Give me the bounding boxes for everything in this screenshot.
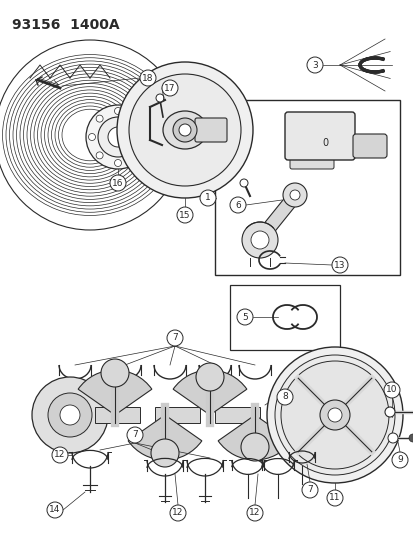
- Text: 10: 10: [385, 385, 397, 394]
- Circle shape: [166, 330, 183, 346]
- Circle shape: [319, 400, 349, 430]
- Text: 12: 12: [172, 508, 183, 518]
- Circle shape: [274, 355, 394, 475]
- Circle shape: [236, 309, 252, 325]
- Circle shape: [117, 62, 252, 198]
- Circle shape: [156, 94, 164, 102]
- Text: 13: 13: [333, 261, 345, 270]
- Circle shape: [230, 197, 245, 213]
- Circle shape: [250, 231, 268, 249]
- Circle shape: [60, 405, 80, 425]
- Circle shape: [178, 124, 190, 136]
- Text: 18: 18: [142, 74, 153, 83]
- FancyBboxPatch shape: [195, 118, 226, 142]
- Circle shape: [276, 389, 292, 405]
- Circle shape: [108, 127, 128, 147]
- Circle shape: [96, 152, 103, 159]
- Wedge shape: [78, 370, 152, 415]
- Bar: [214, 407, 259, 423]
- Circle shape: [383, 382, 399, 398]
- Wedge shape: [218, 415, 291, 460]
- Circle shape: [114, 159, 121, 166]
- Circle shape: [133, 152, 140, 159]
- Circle shape: [266, 347, 402, 483]
- Circle shape: [52, 447, 68, 463]
- Text: 6: 6: [235, 200, 240, 209]
- Circle shape: [327, 408, 341, 422]
- Circle shape: [47, 502, 63, 518]
- Circle shape: [173, 118, 197, 142]
- Text: 12: 12: [249, 508, 260, 518]
- Wedge shape: [173, 370, 246, 415]
- Circle shape: [391, 452, 407, 468]
- Circle shape: [240, 433, 268, 461]
- Text: 7: 7: [132, 431, 138, 440]
- Text: 1: 1: [204, 193, 210, 203]
- Circle shape: [282, 183, 306, 207]
- Circle shape: [195, 363, 223, 391]
- Circle shape: [240, 179, 247, 187]
- Circle shape: [280, 361, 388, 469]
- Text: 15: 15: [179, 211, 190, 220]
- FancyBboxPatch shape: [284, 112, 354, 160]
- Circle shape: [110, 175, 126, 191]
- Text: 0: 0: [321, 138, 327, 148]
- Ellipse shape: [163, 111, 206, 149]
- Circle shape: [301, 482, 317, 498]
- Text: 7: 7: [306, 486, 312, 495]
- Circle shape: [127, 427, 142, 443]
- Circle shape: [177, 207, 192, 223]
- Circle shape: [199, 190, 216, 206]
- Circle shape: [161, 80, 178, 96]
- Text: 93156  1400A: 93156 1400A: [12, 18, 119, 32]
- Circle shape: [151, 439, 178, 467]
- Circle shape: [326, 490, 342, 506]
- Text: 5: 5: [242, 312, 247, 321]
- FancyBboxPatch shape: [352, 134, 386, 158]
- Circle shape: [242, 222, 277, 258]
- Text: 3: 3: [311, 61, 317, 69]
- Circle shape: [331, 257, 347, 273]
- Circle shape: [114, 108, 121, 115]
- Bar: [214, 100, 399, 275]
- Circle shape: [129, 74, 240, 186]
- Circle shape: [32, 377, 108, 453]
- Text: 12: 12: [54, 450, 66, 459]
- Text: 7: 7: [172, 334, 178, 343]
- Circle shape: [384, 407, 394, 417]
- Bar: [95, 407, 140, 423]
- Polygon shape: [254, 195, 300, 240]
- Bar: [154, 407, 199, 423]
- Text: 8: 8: [281, 392, 287, 401]
- FancyBboxPatch shape: [267, 405, 316, 425]
- Text: 11: 11: [328, 494, 340, 503]
- Wedge shape: [128, 415, 202, 460]
- Circle shape: [306, 57, 322, 73]
- Text: 9: 9: [396, 456, 402, 464]
- Circle shape: [247, 505, 262, 521]
- Circle shape: [48, 393, 92, 437]
- Circle shape: [387, 433, 397, 443]
- Circle shape: [101, 359, 129, 387]
- Circle shape: [408, 434, 413, 442]
- Circle shape: [86, 105, 150, 169]
- Circle shape: [140, 133, 147, 141]
- Text: 17: 17: [164, 84, 176, 93]
- Text: 14: 14: [49, 505, 61, 514]
- FancyBboxPatch shape: [289, 151, 333, 169]
- Circle shape: [96, 115, 103, 122]
- Circle shape: [88, 133, 95, 141]
- Circle shape: [289, 190, 299, 200]
- Text: 16: 16: [112, 179, 123, 188]
- Circle shape: [98, 117, 138, 157]
- Bar: [230, 285, 339, 350]
- Circle shape: [133, 115, 140, 122]
- Circle shape: [170, 505, 185, 521]
- Circle shape: [140, 70, 156, 86]
